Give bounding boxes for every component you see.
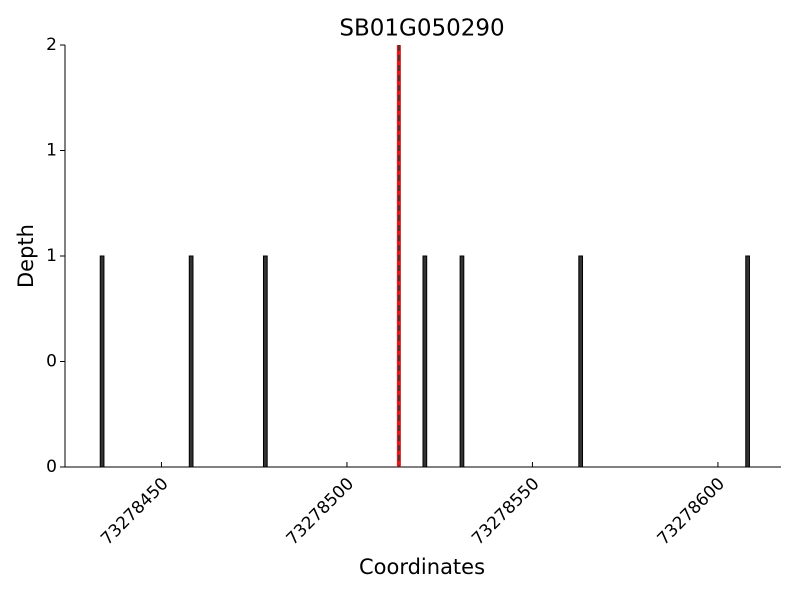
bar <box>262 255 268 468</box>
bar <box>745 255 750 468</box>
x-axis-label: Coordinates <box>359 555 485 579</box>
y-tick-label: 1 <box>46 141 57 161</box>
y-tick-label: 2 <box>46 35 57 55</box>
chart-title: SB01G050290 <box>339 16 504 42</box>
y-tick-label: 1 <box>46 246 57 266</box>
x-tick-label: 73278450 <box>97 474 172 549</box>
bar <box>99 255 105 468</box>
bar <box>188 255 194 468</box>
bar <box>578 255 584 468</box>
x-tick-label: 73278600 <box>654 474 729 549</box>
y-tick-label: 0 <box>46 352 57 372</box>
bar <box>422 255 428 468</box>
x-tick-label: 73278550 <box>468 474 543 549</box>
x-tick-label: 73278500 <box>283 474 358 549</box>
y-tick-label: 0 <box>46 457 57 477</box>
y-axis-label: Depth <box>14 224 38 288</box>
bar <box>459 255 465 468</box>
